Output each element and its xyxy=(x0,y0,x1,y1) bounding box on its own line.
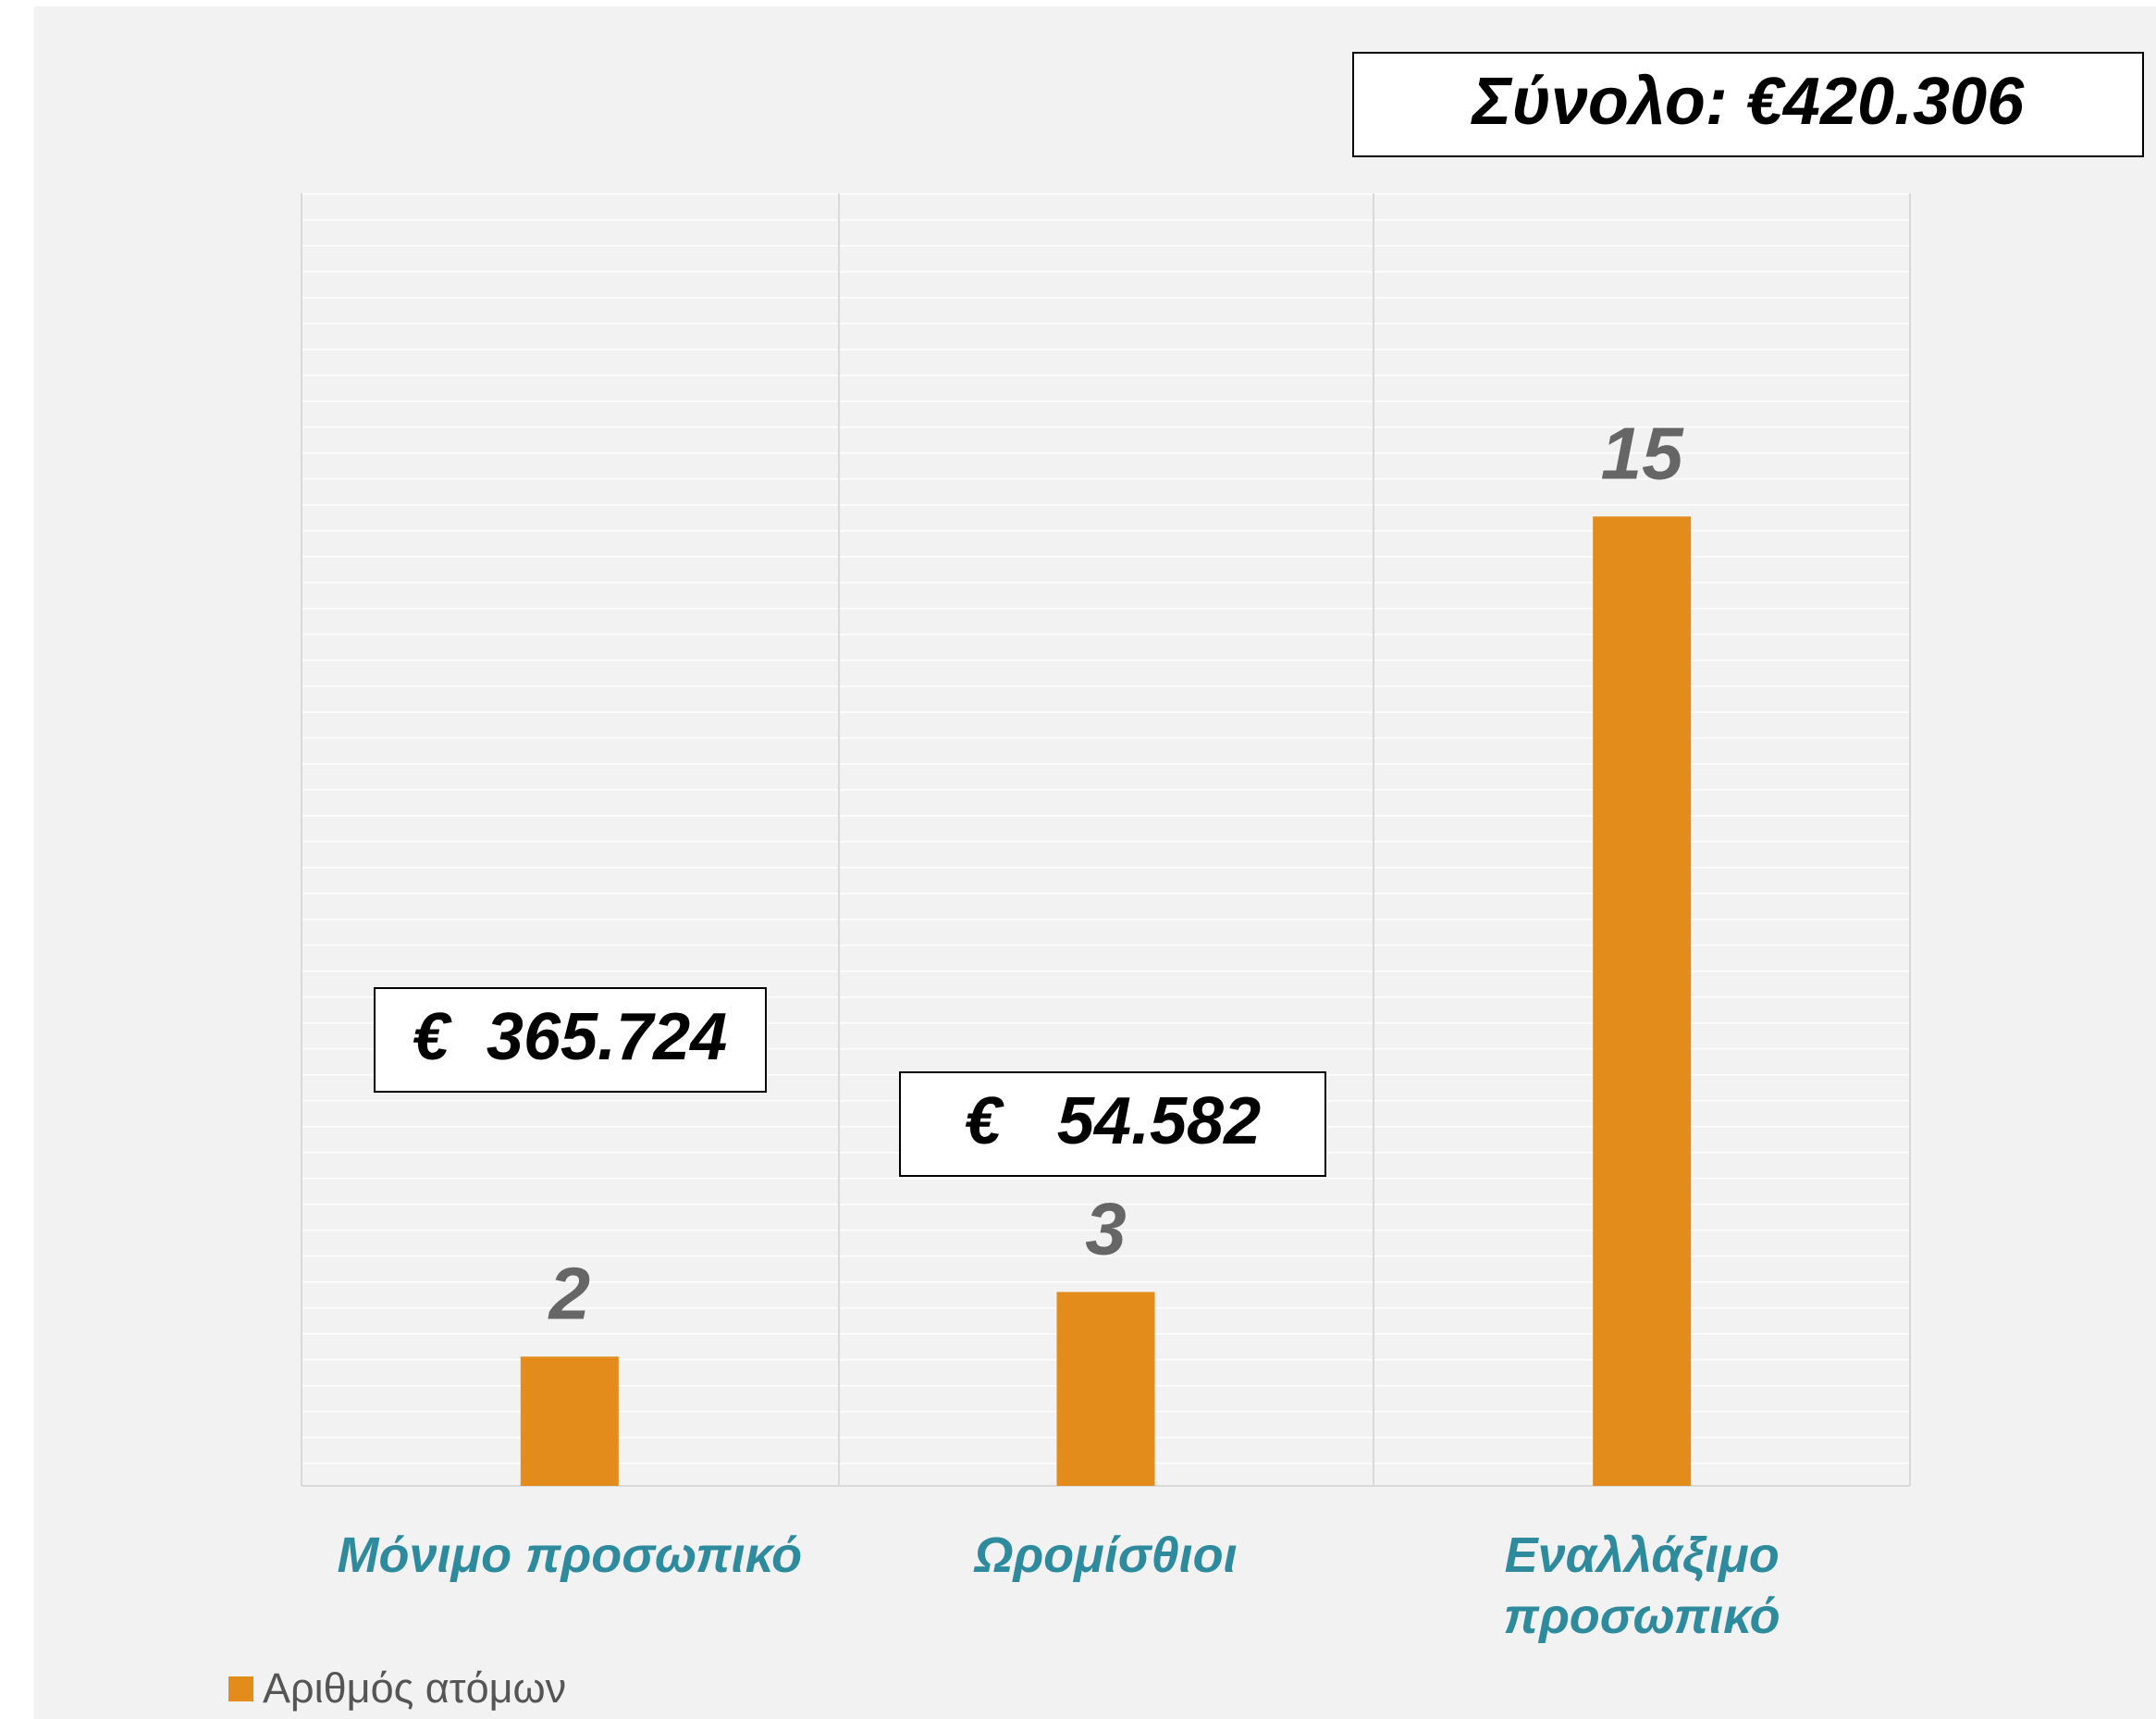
bar xyxy=(1056,1292,1155,1486)
legend-swatch xyxy=(228,1676,253,1701)
annotation-box xyxy=(1352,52,2144,157)
data-label: 2 xyxy=(548,1252,591,1334)
annotation-box xyxy=(899,1071,1326,1177)
total-annotation: Σύνολο: €420.306 xyxy=(1471,65,2025,139)
x-tick-label: Εναλλάξιμο προσωπικό xyxy=(1503,1527,1780,1644)
data-label: 3 xyxy=(1085,1188,1127,1270)
bar xyxy=(1593,516,1692,1486)
cost-annotation: € 54.582 xyxy=(965,1084,1261,1158)
x-tick-label: Ωρομίσθιοι xyxy=(974,1527,1238,1583)
data-label: 15 xyxy=(1601,412,1684,494)
bar xyxy=(520,1356,619,1486)
annotation-box xyxy=(374,987,767,1093)
legend-label: Αριθμός ατόμων xyxy=(263,1664,566,1712)
cost-annotation: € 365.724 xyxy=(413,1000,727,1074)
x-tick-label: Μόνιμο προσωπικό xyxy=(337,1527,803,1583)
